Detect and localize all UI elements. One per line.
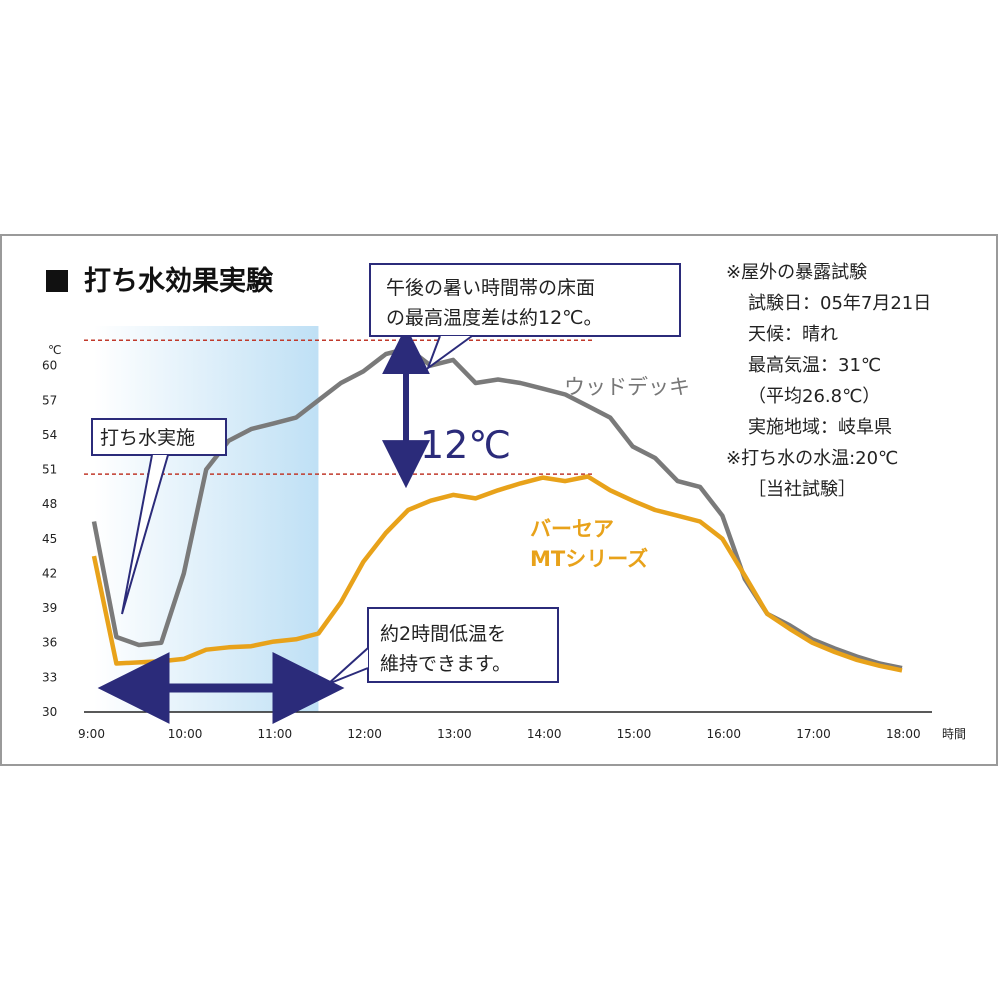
- callout-top-line1: 午後の暑い時間帯の床面: [386, 277, 595, 299]
- series-group: [91, 346, 903, 673]
- series-label-mt-line2: MTシリーズ: [530, 547, 648, 571]
- y-unit-label: ℃: [48, 343, 61, 357]
- chart-title: 打ち水効果実験: [84, 265, 274, 297]
- low-temp-callout: 約2時間低温を 維持できます。: [327, 607, 559, 685]
- watering-callout: 打ち水実施: [91, 418, 227, 615]
- note-line: 天候：晴れ: [748, 324, 838, 345]
- y-tick-label: 51: [42, 463, 57, 477]
- note-line: （平均26.8℃）: [748, 386, 880, 407]
- axes: 30 33 36 39 42 45 48 51 54 57 60 9:00 10:00 11:00 12:0…: [42, 359, 932, 741]
- y-tick-label: 30: [42, 705, 57, 719]
- y-tick-label: 57: [42, 393, 57, 407]
- y-tick-label: 45: [42, 532, 57, 546]
- series-label-wood-deck: ウッドデッキ: [564, 375, 690, 399]
- note-line: ［当社試験］: [748, 479, 856, 500]
- temp-diff-label: 12℃: [420, 423, 511, 467]
- x-tick-label: 15:00: [617, 727, 652, 741]
- y-tick-label: 39: [42, 601, 57, 615]
- callout-bottom-line2: 維持できます。: [380, 653, 511, 675]
- callout-top-line2: の最高温度差は約12℃。: [386, 307, 603, 329]
- y-tick-label: 60: [42, 359, 57, 373]
- y-tick-label: 33: [42, 670, 57, 684]
- note-line: ※打ち水の水温:20℃: [726, 448, 898, 469]
- series-label-mt-line1: バーセア: [530, 517, 614, 541]
- reference-lines: [84, 339, 592, 475]
- x-tick-label: 16:00: [706, 727, 741, 741]
- note-line: 実施地域：岐阜県: [748, 417, 892, 438]
- title-square-icon: [46, 270, 68, 292]
- series-line-mt-series: [91, 474, 903, 673]
- y-tick-label: 36: [42, 636, 57, 650]
- note-line: 最高気温：31℃: [748, 355, 881, 376]
- watering-period-shade: [94, 326, 319, 712]
- x-tick-label: 10:00: [168, 727, 203, 741]
- callout-bottom-line1: 約2時間低温を: [380, 623, 506, 645]
- chart-frame: 打ち水効果実験 30 33 36 39 42 45 48 51 54 57 60 9:00 10:00 1…: [0, 234, 998, 766]
- x-tick-label: 14:00: [527, 727, 562, 741]
- note-line: 試験日：05年7月21日: [748, 293, 931, 314]
- max-diff-callout: 午後の暑い時間帯の床面 の最高温度差は約12℃。: [369, 263, 681, 371]
- x-tick-label: 9:00: [78, 727, 105, 741]
- y-tick-label: 42: [42, 566, 57, 580]
- y-tick-label: 48: [42, 497, 57, 511]
- x-tick-label: 18:00: [886, 727, 921, 741]
- note-line: ※屋外の暴露試験: [726, 262, 867, 283]
- y-tick-label: 54: [42, 428, 57, 442]
- chart-svg: 打ち水効果実験 30 33 36 39 42 45 48 51 54 57 60 9:00 10:00 1…: [42, 262, 966, 741]
- x-tick-label: 17:00: [796, 727, 831, 741]
- x-tick-label: 13:00: [437, 727, 472, 741]
- x-unit-label: 時間: [942, 727, 966, 741]
- watering-label: 打ち水実施: [100, 427, 195, 449]
- x-tick-label: 11:00: [258, 727, 293, 741]
- x-tick-label: 12:00: [347, 727, 382, 741]
